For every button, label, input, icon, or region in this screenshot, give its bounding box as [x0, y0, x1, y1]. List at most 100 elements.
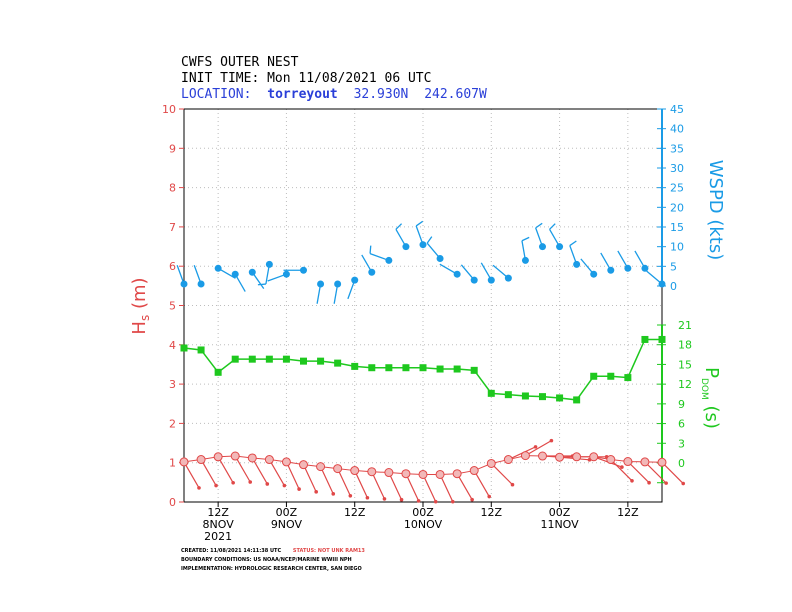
- pdom-point: [641, 335, 649, 343]
- wspd-axis-title: WSPD (kts): [705, 160, 726, 261]
- pdom-point: [334, 359, 342, 367]
- hs-arrow-head: [487, 494, 492, 499]
- wspd-tick-label: 5: [670, 260, 677, 273]
- hs-direction-arrow: [627, 461, 650, 484]
- pdom-tick-label: 0: [678, 457, 685, 470]
- time-tick-label: 00Z: [276, 506, 298, 519]
- hs-arrow-head: [399, 497, 404, 502]
- pdom-point: [282, 355, 290, 363]
- wind-barb-flag: [569, 240, 577, 247]
- wspd-tick-label: 25: [670, 182, 684, 195]
- pdom-point: [368, 364, 376, 372]
- hs-point: [196, 455, 206, 465]
- wspd-tick-label: 45: [670, 103, 684, 116]
- wspd-point: [487, 276, 495, 284]
- wspd-point: [436, 254, 444, 262]
- time-tick-year: 2021: [204, 530, 232, 543]
- pdom-point: [470, 366, 478, 374]
- hs-point: [401, 469, 411, 479]
- wspd-point: [265, 260, 273, 268]
- pdom-point: [658, 335, 666, 343]
- time-tick-label: 12Z: [617, 506, 639, 519]
- hs-direction-arrow: [661, 461, 684, 484]
- hs-point: [435, 469, 445, 479]
- hs-point: [520, 451, 530, 461]
- hs-point: [538, 451, 547, 461]
- wspd-point: [385, 256, 393, 264]
- hs-tick-label: 8: [169, 182, 176, 195]
- hs-point: [418, 469, 428, 479]
- hs-direction-arrow: [456, 473, 473, 500]
- wspd-point: [573, 260, 581, 268]
- hs-arrow-head: [630, 478, 634, 483]
- pdom-point: [436, 365, 444, 373]
- hs-point: [469, 466, 479, 476]
- hs-arrow-head: [664, 481, 668, 485]
- wspd-tick-label: 20: [670, 201, 684, 214]
- wspd-point: [539, 243, 546, 251]
- pdom-point: [351, 362, 359, 370]
- wspd-point: [556, 243, 564, 251]
- chart-title-line-1: CWFS OUTER NEST: [181, 55, 299, 70]
- wspd-point: [351, 276, 359, 284]
- hs-direction-arrow: [302, 464, 317, 493]
- time-tick-date: 8NOV: [203, 518, 235, 531]
- hs-direction-arrow: [610, 459, 633, 482]
- wspd-point: [317, 280, 325, 288]
- pdom-axis-title: PDOM (s): [699, 367, 722, 429]
- hs-arrow-head: [348, 493, 353, 498]
- time-tick-label: 00Z: [549, 506, 571, 519]
- hs-direction-arrow: [644, 461, 667, 484]
- hs-point: [230, 451, 240, 461]
- footer-boundary: BOUNDARY CONDITIONS: US NOAA/NCEP/MARINE…: [181, 557, 352, 563]
- hs-point: [572, 452, 582, 462]
- pdom-axis-title-unit: (s): [701, 400, 722, 429]
- wind-barb-flag: [549, 223, 556, 230]
- hs-direction-arrow: [405, 473, 420, 502]
- hs-point: [281, 457, 291, 467]
- right-axis: 0 5 10 15 20 25 30 35 40 45 0 3 6 9 12 15 18 21: [657, 103, 692, 484]
- location-lon: 242.607W: [424, 87, 487, 102]
- hs-arrow-head: [248, 480, 253, 484]
- pdom-point: [419, 364, 427, 372]
- hs-arrow-head: [197, 486, 201, 490]
- footer-status: STATUS: NOT UNK RAM13: [293, 548, 366, 554]
- wspd-point: [504, 274, 512, 282]
- wspd-tick-label: 30: [670, 162, 684, 175]
- hs-direction-arrow: [234, 455, 251, 483]
- hs-point: [555, 452, 565, 462]
- hs-arrow-head: [549, 438, 554, 443]
- pdom-point: [624, 374, 632, 382]
- hs-point: [213, 452, 223, 462]
- hs-direction-arrow: [422, 474, 437, 502]
- hs-arrow-head: [681, 481, 686, 486]
- hs-direction-arrow: [525, 440, 552, 457]
- pdom-tick-label: 9: [678, 398, 685, 411]
- pdom-series: [180, 335, 666, 404]
- hs-series: [179, 438, 686, 504]
- wspd-point: [231, 270, 239, 278]
- pdom-point: [590, 372, 598, 380]
- time-tick-label: 12Z: [207, 506, 229, 519]
- wspd-point: [248, 268, 256, 276]
- hs-tick-label: 2: [169, 417, 176, 430]
- hs-point: [316, 462, 326, 472]
- hs-arrow-head: [510, 482, 515, 487]
- hs-axis-title-main: H: [129, 321, 150, 335]
- hs-arrow-head: [297, 487, 301, 491]
- wspd-point: [402, 243, 410, 251]
- hs-axis: 0 1 2 3 4 5 6 7 8 9 10: [162, 103, 184, 509]
- chart-title-line-2: INIT TIME: Mon 11/08/2021 06 UTC: [181, 71, 431, 86]
- pdom-point: [521, 392, 529, 400]
- wspd-point: [419, 241, 427, 249]
- wspd-tick-label: 0: [670, 280, 677, 293]
- hs-tick-label: 6: [169, 260, 176, 273]
- wspd-tick-label: 10: [670, 241, 684, 254]
- hs-direction-arrow: [354, 470, 368, 499]
- wspd-point: [368, 268, 376, 276]
- hs-arrow-head: [433, 499, 438, 504]
- time-tick-date: 10NOV: [404, 518, 443, 531]
- footer-implementation: IMPLEMENTATION: HYDROLOGIC RESEARCH CENT…: [181, 566, 362, 572]
